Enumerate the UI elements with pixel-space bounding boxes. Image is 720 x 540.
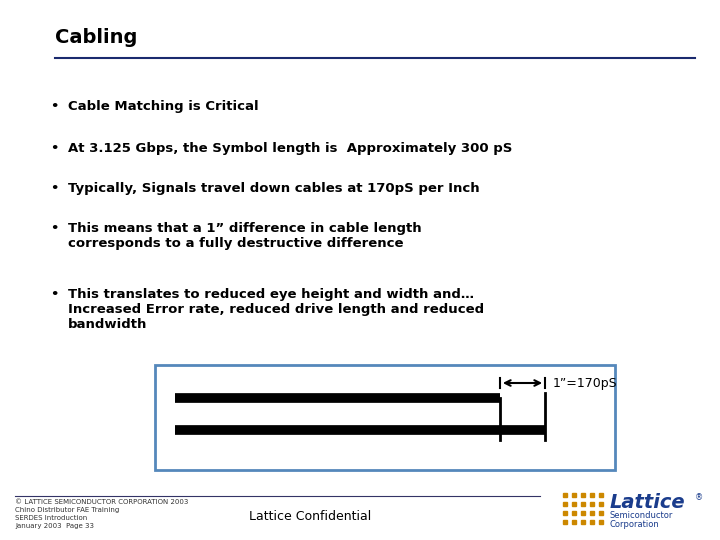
Text: •: •: [50, 100, 58, 113]
Text: This translates to reduced eye height and width and…
Increased Error rate, reduc: This translates to reduced eye height an…: [68, 288, 484, 331]
Text: This means that a 1” difference in cable length
corresponds to a fully destructi: This means that a 1” difference in cable…: [68, 222, 422, 250]
Text: •: •: [50, 182, 58, 195]
Text: •: •: [50, 142, 58, 155]
Text: 1”=170pS: 1”=170pS: [553, 376, 618, 389]
Text: Semiconductor: Semiconductor: [610, 511, 673, 520]
Text: ®: ®: [695, 493, 703, 502]
Bar: [155, 365, 615, 470]
Text: •: •: [50, 288, 58, 301]
Text: Lattice: Lattice: [610, 493, 685, 512]
Text: Cabling: Cabling: [55, 28, 138, 47]
Text: © LATTICE SEMICONDUCTOR CORPORATION 2003: © LATTICE SEMICONDUCTOR CORPORATION 2003: [15, 499, 189, 505]
Text: Chino Distributor FAE Training
SERDES Introduction
January 2003  Page 33: Chino Distributor FAE Training SERDES In…: [15, 507, 120, 529]
Text: Typically, Signals travel down cables at 170pS per Inch: Typically, Signals travel down cables at…: [68, 182, 480, 195]
Text: Cable Matching is Critical: Cable Matching is Critical: [68, 100, 258, 113]
Text: Lattice Confidential: Lattice Confidential: [249, 510, 371, 523]
Text: At 3.125 Gbps, the Symbol length is  Approximately 300 pS: At 3.125 Gbps, the Symbol length is Appr…: [68, 142, 513, 155]
Text: Corporation: Corporation: [610, 520, 660, 529]
Text: •: •: [50, 222, 58, 235]
